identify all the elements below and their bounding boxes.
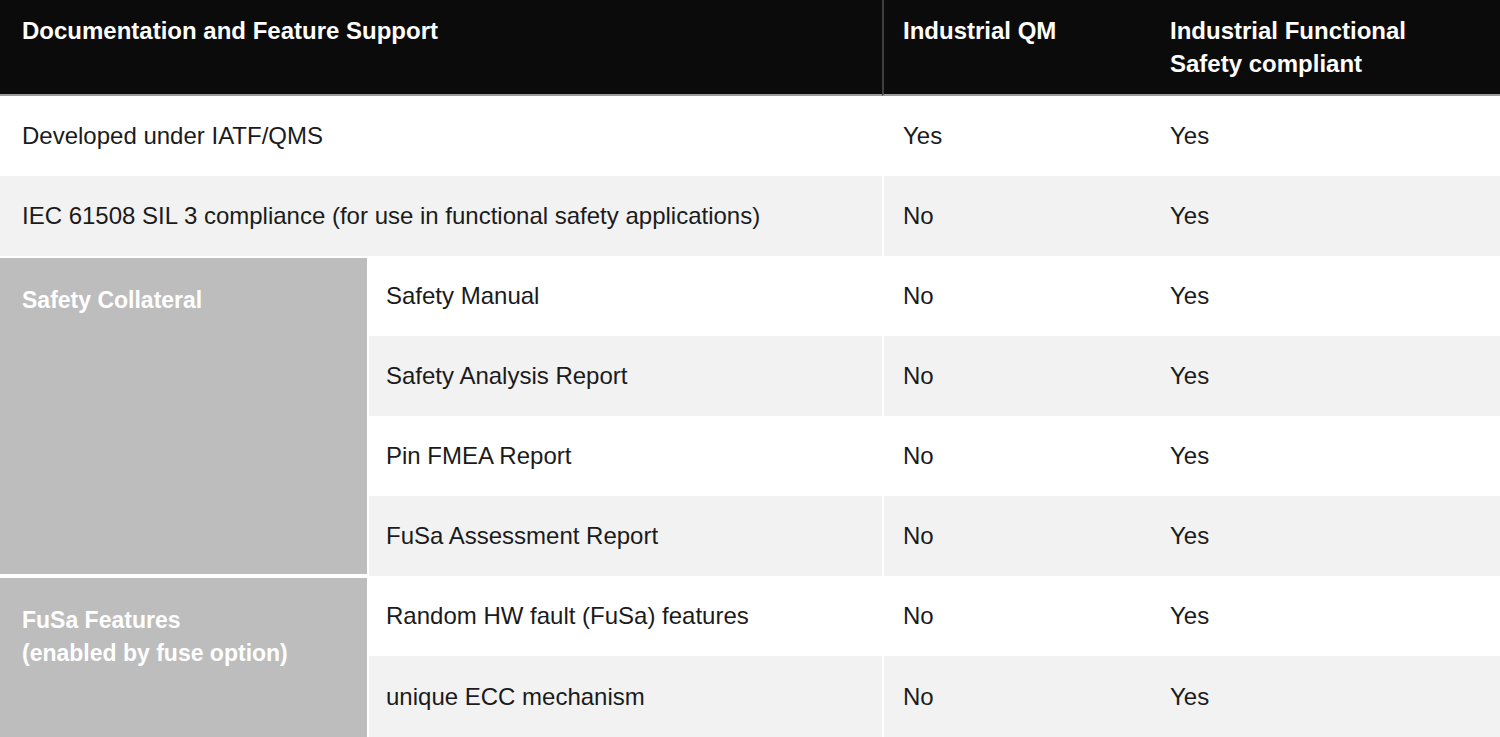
- row-feature-pin-fmea-report: Pin FMEA Report: [367, 416, 882, 496]
- row-feature-unique-ecc-mechanism: unique ECC mechanism: [367, 656, 882, 737]
- row-industrial-fusa-value: Yes: [1150, 256, 1500, 336]
- row-industrial-fusa-value: Yes: [1150, 96, 1500, 176]
- row-feature-random-hw-fault-features: Random HW fault (FuSa) features: [367, 576, 882, 656]
- row-feature-developed-under-iatf-qms: Developed under IATF/QMS: [0, 96, 882, 176]
- row-industrial-qm-value: Yes: [882, 96, 1150, 176]
- feature-support-table: Documentation and Feature Support Indust…: [0, 0, 1500, 737]
- row-industrial-qm-value: No: [882, 656, 1150, 737]
- row-industrial-qm-value: No: [882, 416, 1150, 496]
- row-industrial-fusa-value: Yes: [1150, 336, 1500, 416]
- group-cell-safety-collateral: Safety Collateral: [0, 256, 367, 576]
- row-industrial-fusa-value: Yes: [1150, 496, 1500, 576]
- row-industrial-qm-value: No: [882, 176, 1150, 256]
- row-industrial-fusa-value: Yes: [1150, 656, 1500, 737]
- row-industrial-fusa-value: Yes: [1150, 416, 1500, 496]
- header-documentation-and-feature-support: Documentation and Feature Support: [0, 0, 882, 96]
- header-industrial-qm: Industrial QM: [882, 0, 1150, 96]
- header-industrial-functional-safety: Industrial Functional Safety compliant: [1150, 0, 1500, 96]
- row-industrial-qm-value: No: [882, 256, 1150, 336]
- row-industrial-qm-value: No: [882, 336, 1150, 416]
- group-cell-fusa-features: FuSa Features (enabled by fuse option): [0, 576, 367, 737]
- row-feature-safety-analysis-report: Safety Analysis Report: [367, 336, 882, 416]
- row-industrial-qm-value: No: [882, 576, 1150, 656]
- row-industrial-fusa-value: Yes: [1150, 176, 1500, 256]
- row-feature-safety-manual: Safety Manual: [367, 256, 882, 336]
- row-industrial-qm-value: No: [882, 496, 1150, 576]
- row-feature-iec-61508-sil3: IEC 61508 SIL 3 compliance (for use in f…: [0, 176, 882, 256]
- row-feature-fusa-assessment-report: FuSa Assessment Report: [367, 496, 882, 576]
- row-industrial-fusa-value: Yes: [1150, 576, 1500, 656]
